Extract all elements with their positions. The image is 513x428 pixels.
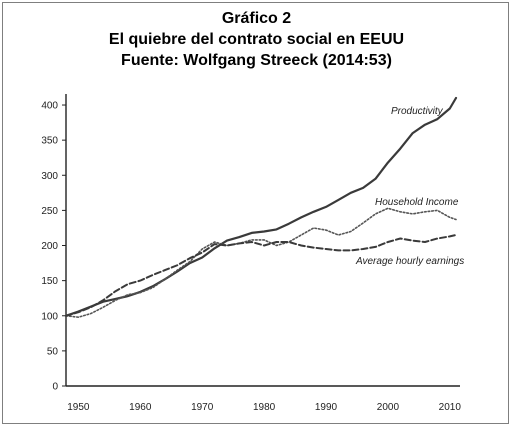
- x-tick-label: 1950: [67, 402, 90, 413]
- series-line-household-income: [65, 207, 457, 319]
- x-tick-label: 2000: [377, 402, 400, 413]
- chart-source: Fuente: Wolfgang Streeck (2014:53): [121, 52, 392, 69]
- chart-subtitle: El quiebre del contrato social en EEUU: [108, 31, 405, 48]
- y-tick-label: 350: [41, 136, 58, 147]
- y-tick-label: 50: [47, 346, 59, 357]
- y-tick-label: 200: [41, 241, 58, 252]
- x-tick-label: 1970: [191, 402, 214, 413]
- y-tick-label: 100: [41, 311, 58, 322]
- y-tick-label: 300: [41, 171, 58, 182]
- y-tick-label: 250: [41, 206, 58, 217]
- y-tick-label: 400: [41, 101, 58, 112]
- series-label-household-income: Household Income: [375, 197, 459, 208]
- series-line-average-hourly-earnings: [65, 234, 457, 317]
- chart-title: Gráfico 2: [221, 10, 292, 27]
- y-tick-label: 150: [41, 276, 58, 287]
- series-label-productivity: Productivity: [391, 106, 444, 117]
- x-tick-label: 2010: [439, 402, 462, 413]
- x-tick-label: 1980: [253, 402, 276, 413]
- series-line-productivity: [64, 96, 458, 317]
- series-label-average-hourly-earnings: Average hourly earnings: [355, 256, 464, 267]
- y-tick-label: 0: [52, 382, 58, 393]
- chart-frame: [2, 2, 509, 424]
- x-tick-label: 1960: [129, 402, 152, 413]
- chart-titles: Gráfico 2 El quiebre del contrato social…: [0, 8, 513, 71]
- x-tick-label: 1990: [315, 402, 338, 413]
